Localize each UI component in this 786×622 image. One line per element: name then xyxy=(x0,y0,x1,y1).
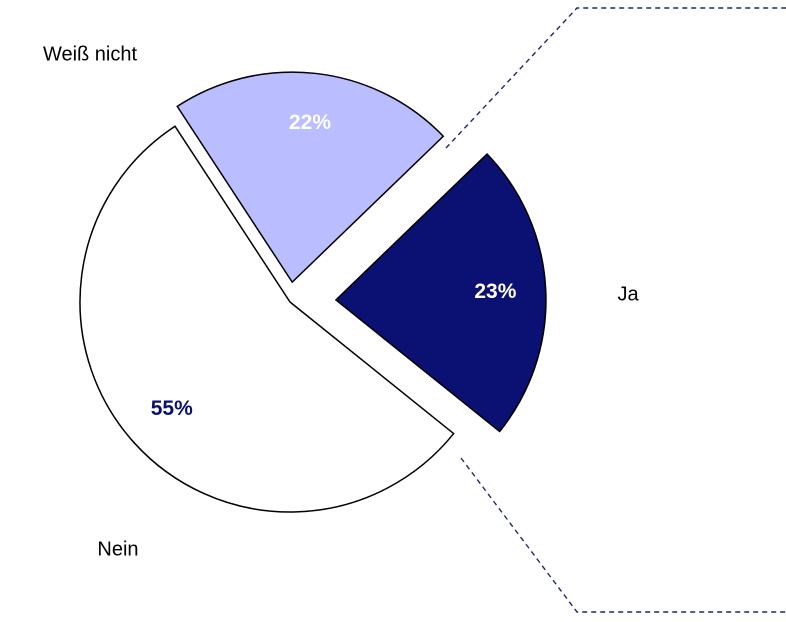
connector-line xyxy=(445,7,786,149)
value-label: 23% xyxy=(474,280,516,303)
pie-slice xyxy=(79,125,455,513)
pie-slice xyxy=(176,71,445,284)
pie-slice xyxy=(334,152,547,433)
value-label: 22% xyxy=(289,111,331,134)
legend-label: Ja xyxy=(617,283,639,305)
value-label: 55% xyxy=(151,397,193,420)
legend-label: Nein xyxy=(97,538,138,560)
connector-line xyxy=(460,457,786,613)
legend-label: Weiß nicht xyxy=(43,43,138,65)
